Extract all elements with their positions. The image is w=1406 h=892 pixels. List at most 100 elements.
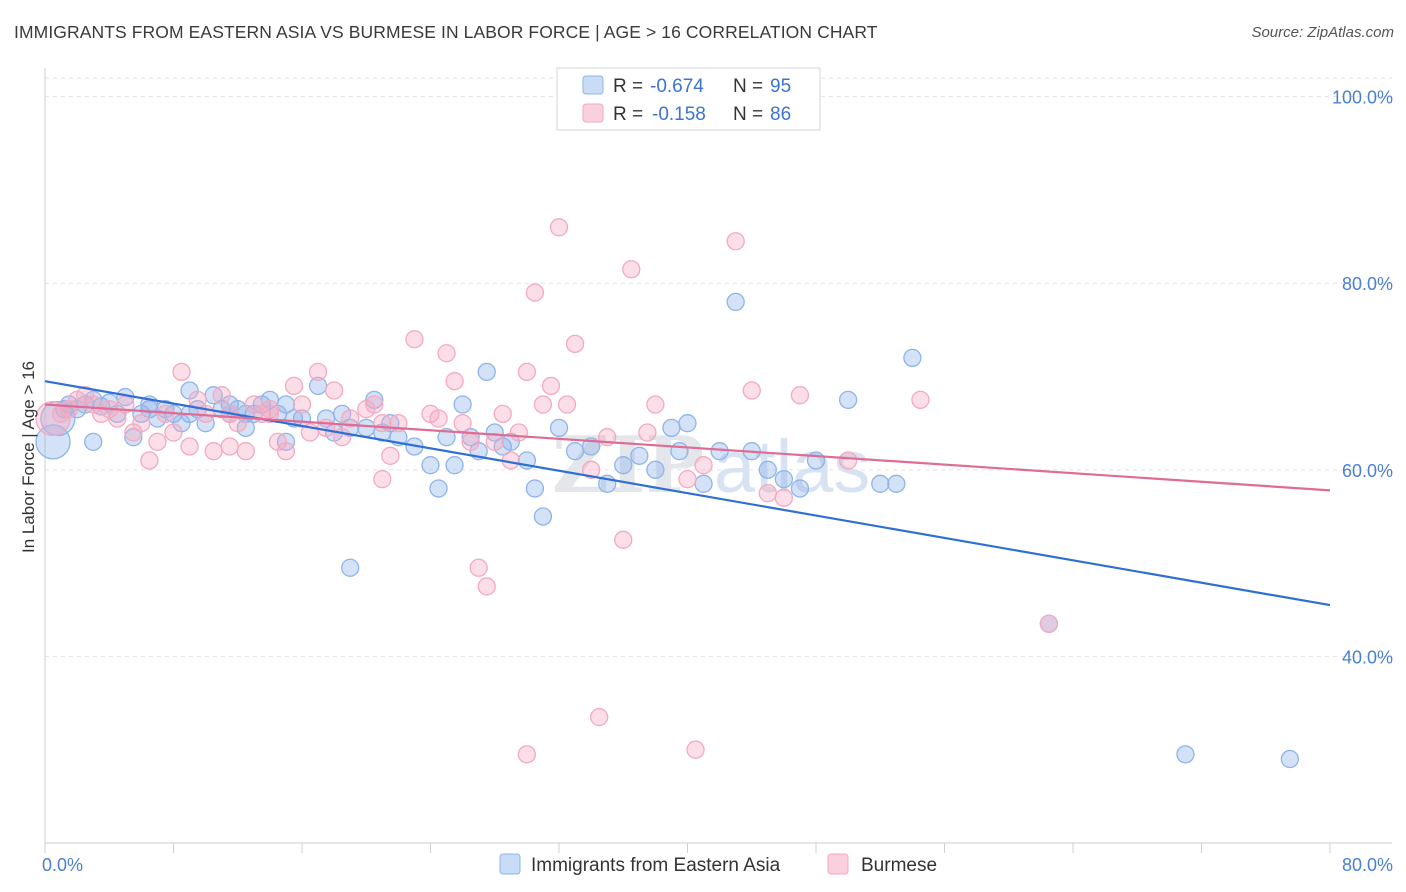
- point-eastern-asia: [614, 456, 633, 475]
- point-burmese: [517, 745, 537, 764]
- point-eastern-asia: [694, 474, 713, 493]
- point-burmese: [429, 409, 448, 428]
- point-eastern-asia: [670, 442, 689, 461]
- point-burmese: [614, 530, 633, 549]
- point-eastern-asia: [525, 479, 545, 498]
- bottom-legend-swatch-burmese: [827, 853, 849, 875]
- point-eastern-asia: [710, 442, 729, 461]
- bottom-legend: Immigrants from Eastern Asia Burmese: [499, 853, 937, 876]
- point-burmese: [742, 381, 761, 400]
- point-eastern-asia: [726, 292, 745, 312]
- legend-n-label: N =: [733, 76, 763, 97]
- y-tick-label: 40.0%: [1342, 647, 1393, 667]
- watermark-zip: ZIP: [552, 420, 704, 511]
- point-eastern-asia: [774, 470, 794, 489]
- y-axis-label: In Labor Force | Age > 16: [19, 361, 38, 553]
- point-burmese: [622, 260, 641, 279]
- bottom-legend-label-burmese: Burmese: [861, 855, 937, 876]
- chart-title: IMMIGRANTS FROM EASTERN ASIA VS BURMESE …: [14, 22, 878, 42]
- legend-r-value: -0.674: [650, 76, 704, 97]
- point-eastern-asia: [1280, 749, 1299, 769]
- point-burmese: [541, 376, 561, 396]
- point-burmese: [437, 344, 456, 363]
- x-tick-label: 0.0%: [42, 855, 83, 875]
- point-burmese: [477, 577, 496, 596]
- point-burmese: [590, 707, 609, 727]
- y-tick-label: 100.0%: [1332, 88, 1393, 108]
- point-burmese: [292, 395, 312, 414]
- point-burmese: [525, 283, 545, 302]
- point-burmese: [276, 442, 296, 461]
- point-burmese: [365, 395, 384, 414]
- trend-line-burmese: [44, 403, 1331, 492]
- point-burmese: [260, 404, 280, 424]
- legend-swatch-burmese: [582, 103, 604, 123]
- point-eastern-asia: [1176, 745, 1195, 764]
- point-burmese: [485, 432, 504, 451]
- point-burmese: [911, 390, 930, 410]
- point-eastern-asia: [453, 395, 472, 414]
- point-burmese: [236, 442, 255, 461]
- point-eastern-asia: [84, 432, 103, 451]
- point-eastern-asia: [903, 348, 922, 368]
- point-burmese: [533, 395, 553, 414]
- legend-n-value: 86: [770, 104, 791, 125]
- point-eastern-asia: [477, 362, 496, 382]
- point-burmese: [758, 484, 777, 503]
- point-burmese: [212, 386, 231, 405]
- y-tick-label: 80.0%: [1342, 274, 1393, 294]
- point-burmese: [557, 395, 577, 414]
- point-burmese: [646, 395, 665, 414]
- legend-r-label: R =: [613, 104, 643, 125]
- point-eastern-asia: [341, 558, 360, 577]
- trend-lines: [44, 380, 1331, 607]
- point-eastern-asia: [421, 456, 440, 475]
- point-eastern-asia: [646, 460, 665, 479]
- point-eastern-asia: [40, 400, 76, 437]
- point-burmese: [260, 400, 280, 419]
- point-burmese: [381, 446, 400, 465]
- source-label: Source: ZipAtlas.com: [1251, 24, 1394, 41]
- point-burmese: [565, 334, 585, 354]
- point-burmese: [405, 330, 424, 349]
- point-burmese: [549, 218, 569, 237]
- point-eastern-asia: [871, 474, 890, 493]
- point-eastern-asia: [758, 460, 777, 479]
- point-burmese: [581, 460, 601, 479]
- y-tick-label: 60.0%: [1342, 461, 1393, 481]
- point-burmese: [726, 232, 745, 251]
- point-burmese: [445, 372, 464, 391]
- point-burmese: [140, 451, 159, 470]
- point-eastern-asia: [662, 418, 681, 437]
- point-eastern-asia: [549, 418, 569, 437]
- point-eastern-asia: [565, 442, 585, 461]
- point-burmese: [790, 386, 810, 405]
- legend-n-value: 95: [770, 76, 791, 97]
- bottom-legend-label-eastern-asia: Immigrants from Eastern Asia: [531, 855, 781, 876]
- point-burmese: [204, 442, 223, 461]
- legend: R = -0.674 N = 95 R = -0.158 N = 86: [556, 67, 821, 131]
- point-eastern-asia: [445, 456, 464, 475]
- legend-swatch-eastern-asia: [582, 75, 604, 95]
- point-eastern-asia: [437, 428, 456, 447]
- legend-r-label: R =: [613, 76, 643, 97]
- point-burmese: [461, 432, 480, 451]
- point-eastern-asia: [485, 423, 504, 442]
- point-burmese: [638, 423, 657, 442]
- point-eastern-asia: [357, 418, 376, 437]
- point-burmese: [469, 558, 488, 577]
- point-burmese: [678, 470, 697, 489]
- point-burmese: [509, 423, 528, 442]
- tick-labels: 40.0% 60.0% 80.0% 100.0% 0.0% 80.0%: [42, 88, 1393, 875]
- x-tick-label: 80.0%: [1342, 855, 1393, 875]
- point-burmese: [148, 432, 167, 451]
- point-burmese: [774, 488, 794, 507]
- point-eastern-asia: [630, 446, 649, 465]
- point-eastern-asia: [790, 479, 810, 498]
- point-eastern-asia: [533, 507, 553, 526]
- point-burmese: [517, 362, 537, 382]
- axes: [44, 68, 1392, 853]
- point-eastern-asia: [838, 390, 858, 410]
- point-burmese: [694, 456, 713, 475]
